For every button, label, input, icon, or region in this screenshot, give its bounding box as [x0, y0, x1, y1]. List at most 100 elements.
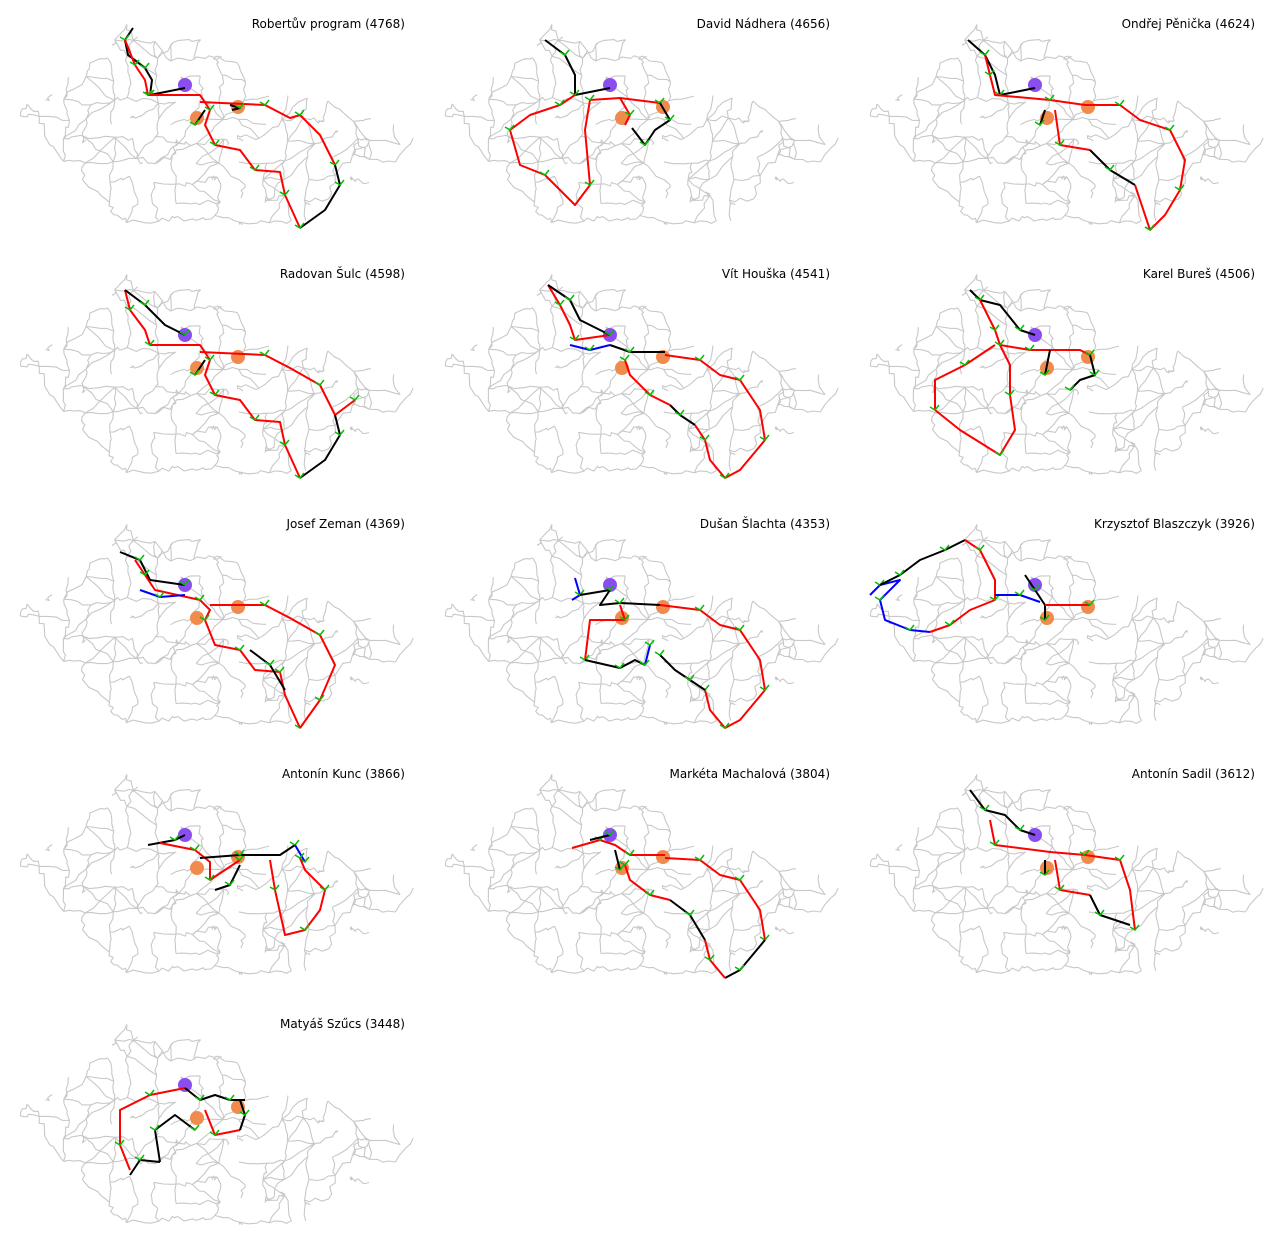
route-segment: [571, 577, 581, 601]
route-map: [869, 274, 1264, 476]
route-segment: [294, 844, 306, 863]
stop-mark: [189, 369, 200, 376]
route-segment: [134, 559, 301, 729]
stop-mark: [944, 619, 955, 626]
route-map-panel: Antonín Sadil (3612): [850, 750, 1275, 1000]
stop-mark: [294, 472, 305, 479]
stop-mark: [719, 722, 730, 729]
stop-mark: [1044, 94, 1055, 101]
route-segment: [631, 102, 671, 146]
route-segment: [547, 284, 611, 336]
stop-mark: [1144, 224, 1155, 231]
stop-mark: [604, 329, 615, 336]
stop-mark: [224, 879, 235, 886]
stop-mark: [1054, 139, 1065, 146]
target-marker: [1040, 861, 1054, 875]
route-segment: [124, 289, 186, 336]
stop-mark: [874, 594, 885, 601]
stop-mark: [564, 294, 575, 301]
route-map-panel: Krzysztof Blaszczyk (3926): [850, 500, 1275, 750]
panel-title: Karel Bureš (4506): [1142, 267, 1255, 281]
route-segment: [995, 594, 1041, 603]
stop-mark: [1039, 614, 1050, 621]
stop-mark: [1114, 854, 1125, 861]
panel-title: Antonín Sadil (3612): [1131, 767, 1255, 781]
rail-network: [19, 774, 414, 976]
stop-mark: [204, 354, 215, 361]
stop-mark: [194, 1094, 205, 1101]
stop-mark: [314, 379, 325, 386]
stop-mark: [144, 339, 155, 346]
stop-mark: [249, 164, 260, 171]
route-map: [19, 774, 414, 976]
stop-mark: [1014, 824, 1025, 831]
route-map: [869, 24, 1264, 231]
route-segment: [624, 864, 671, 901]
stop-mark: [1004, 389, 1015, 396]
stop-mark: [994, 449, 1005, 456]
route-segment: [299, 164, 341, 229]
stop-mark: [989, 594, 1000, 601]
route-segment: [129, 1159, 161, 1176]
target-marker: [656, 350, 670, 364]
route-map-panel: Josef Zeman (4369): [0, 500, 425, 750]
stop-mark: [719, 472, 730, 479]
target-marker: [1081, 850, 1095, 864]
stop-mark: [204, 874, 215, 881]
route-segment: [584, 659, 646, 669]
stop-mark: [199, 614, 210, 621]
stop-mark: [249, 414, 260, 421]
panel-title: Radovan Šulc (4598): [279, 267, 405, 281]
route-map-panel: Radovan Šulc (4598): [0, 250, 425, 500]
route-segment: [1084, 854, 1136, 931]
rail-network: [444, 24, 839, 226]
route-map-panel: Dušan Šlachta (4353): [425, 500, 850, 750]
route-segment: [1069, 354, 1096, 391]
route-segment: [544, 39, 611, 96]
stop-mark: [239, 1109, 250, 1116]
route-segment: [124, 289, 301, 479]
stop-mark: [1164, 124, 1175, 131]
route-segment: [644, 644, 651, 666]
stop-mark: [704, 954, 715, 961]
panel-title: Matyáš Szűcs (3448): [279, 1017, 405, 1031]
stop-mark: [1054, 884, 1065, 891]
stop-mark: [614, 597, 625, 604]
stop-mark: [154, 591, 165, 598]
route-segment: [184, 1087, 245, 1101]
route-map: [19, 1024, 414, 1226]
route-segment: [1085, 104, 1186, 231]
route-segment: [969, 289, 1036, 336]
stop-mark: [929, 404, 940, 411]
stop-mark: [1089, 369, 1100, 376]
stop-mark: [694, 354, 705, 361]
route-map: [444, 524, 839, 729]
stop-mark: [904, 624, 915, 631]
route-map-panel: Ondřej Pěnička (4624): [850, 0, 1275, 250]
rail-network: [444, 774, 839, 976]
stop-mark: [144, 1089, 155, 1096]
stop-mark: [1174, 184, 1185, 191]
stop-mark: [289, 839, 300, 846]
target-marker: [656, 850, 670, 864]
stop-mark: [279, 439, 290, 446]
stop-mark: [1064, 384, 1075, 391]
stop-mark: [139, 62, 150, 69]
stop-mark: [639, 139, 650, 146]
stop-mark: [644, 389, 655, 396]
stop-mark: [894, 569, 905, 576]
panel-title: Markéta Machalová (3804): [669, 767, 830, 781]
route-segment: [154, 1114, 196, 1163]
route-map: [19, 24, 414, 229]
stop-mark: [604, 829, 615, 836]
stop-mark: [279, 189, 290, 196]
stop-mark: [234, 854, 245, 861]
stop-mark: [624, 849, 635, 856]
stop-mark: [644, 639, 655, 646]
target-marker: [1081, 100, 1095, 114]
panel-title: Krzysztof Blaszczyk (3926): [1094, 517, 1255, 531]
stop-mark: [734, 874, 745, 881]
target-marker: [190, 361, 204, 375]
route-segment: [579, 589, 661, 606]
route-map: [19, 274, 414, 479]
